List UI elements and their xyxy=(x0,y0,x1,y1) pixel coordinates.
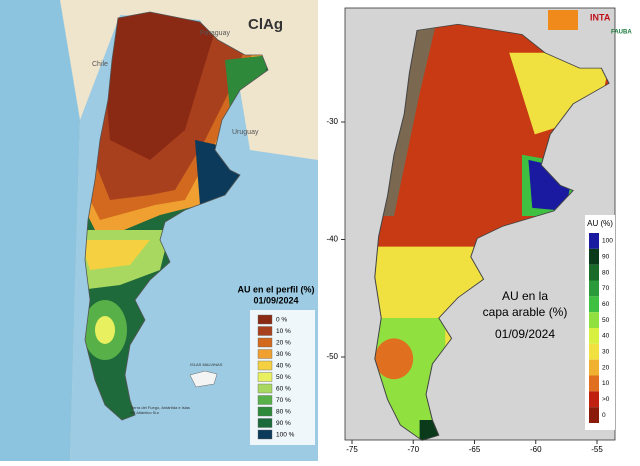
map-title: capa arable (%) xyxy=(483,305,568,319)
colorbar-label: 70 xyxy=(602,285,610,292)
colorbar-cell xyxy=(589,375,599,392)
legend-swatch xyxy=(257,395,273,405)
colorbar-label: 60 xyxy=(602,301,610,308)
legend-swatch xyxy=(257,429,273,440)
pacific xyxy=(0,0,80,461)
logo: ClAg xyxy=(248,16,283,33)
colorbar-cell xyxy=(589,233,599,249)
legend-label: 30 % xyxy=(276,351,291,358)
colorbar-cell xyxy=(589,391,599,408)
colorbar-cell xyxy=(589,328,599,344)
map-title: AU en la xyxy=(502,289,548,303)
legend-swatch xyxy=(257,349,273,359)
land xyxy=(0,0,318,461)
colorbar-label: 0 xyxy=(602,412,606,419)
colorbar-cell xyxy=(589,407,599,423)
colorbar-cell xyxy=(589,343,599,360)
values xyxy=(85,12,268,360)
colorbar-label: 50 xyxy=(602,317,610,324)
legend-swatch xyxy=(257,360,273,371)
tdf-text: Tierra del Fuego, Antártida e Islas del … xyxy=(130,405,190,415)
left-map: ClAg Paraguay Chile Uruguay ISLAS MALVIN… xyxy=(0,0,318,461)
y-tick-label: -40 xyxy=(326,235,338,244)
legend-title: AU en el perfil (%) xyxy=(237,284,314,294)
legend-swatch xyxy=(257,383,273,394)
y-tick-label: -30 xyxy=(326,117,338,126)
legend-label: 70 % xyxy=(276,397,291,404)
legend-label: 20 % xyxy=(276,340,291,347)
legend-swatch xyxy=(257,337,273,348)
colorbar-cell xyxy=(589,359,599,376)
right-map: INTA FAUBA AU en la capa arable (%) 01/0… xyxy=(322,0,640,461)
logo: FAUBA xyxy=(611,30,632,36)
colorbar-label: >0 xyxy=(602,396,610,403)
legend: AU en el perfil (%) 01/09/2024 xyxy=(237,284,314,305)
legend-date: 01/09/2024 xyxy=(253,295,298,305)
x-tick-label: -65 xyxy=(469,445,481,454)
colorbar-label: 90 xyxy=(602,253,610,260)
colorbar-cell xyxy=(589,264,599,281)
legend-label: 0 % xyxy=(276,317,287,324)
colorbar-label: 30 xyxy=(602,348,610,355)
x-tick-label: -75 xyxy=(346,445,358,454)
x-tick-label: -60 xyxy=(530,445,542,454)
legend-swatch xyxy=(257,372,273,382)
legend-label: 80 % xyxy=(276,409,291,416)
legend-label: 90 % xyxy=(276,420,291,427)
x-tick-label: -70 xyxy=(407,445,419,454)
legend-label: 50 % xyxy=(276,374,291,381)
legend-swatch xyxy=(257,326,273,336)
colorbar-label: 80 xyxy=(602,269,610,276)
y-tick-label: -50 xyxy=(326,352,338,361)
map-date: 01/09/2024 xyxy=(495,327,555,341)
colorbar-title: AU (%) xyxy=(587,219,613,228)
islands-label: ISLAS MALVINAS xyxy=(190,362,223,367)
logo: INTA xyxy=(590,12,611,22)
legend-swatch xyxy=(257,418,273,428)
logo-box xyxy=(548,10,578,30)
islands-shape xyxy=(189,370,218,388)
colorbar-label: 40 xyxy=(602,333,610,340)
x-tick-label: -55 xyxy=(591,445,603,454)
colorbar-cell xyxy=(589,296,599,313)
colorbar-cell xyxy=(589,248,599,265)
country-label: Chile xyxy=(92,61,108,68)
country-label: Paraguay xyxy=(200,30,230,37)
colorbar-label: 100 xyxy=(602,238,613,245)
tdf-label: Tierra del Fuego, Antártida e Islas del … xyxy=(130,405,190,415)
colorbar-label: 20 xyxy=(602,364,610,371)
legend-label: 100 % xyxy=(276,432,295,439)
colorbar-cell xyxy=(589,312,599,328)
legend-label: 40 % xyxy=(276,363,291,370)
legend-label: 60 % xyxy=(276,386,291,393)
colorbar-cell xyxy=(589,280,599,297)
legend-label: 10 % xyxy=(276,328,291,335)
legend-swatch xyxy=(257,314,273,325)
legend-swatch xyxy=(257,406,273,417)
country-label: Uruguay xyxy=(232,129,259,136)
colorbar-label: 10 xyxy=(602,380,610,387)
